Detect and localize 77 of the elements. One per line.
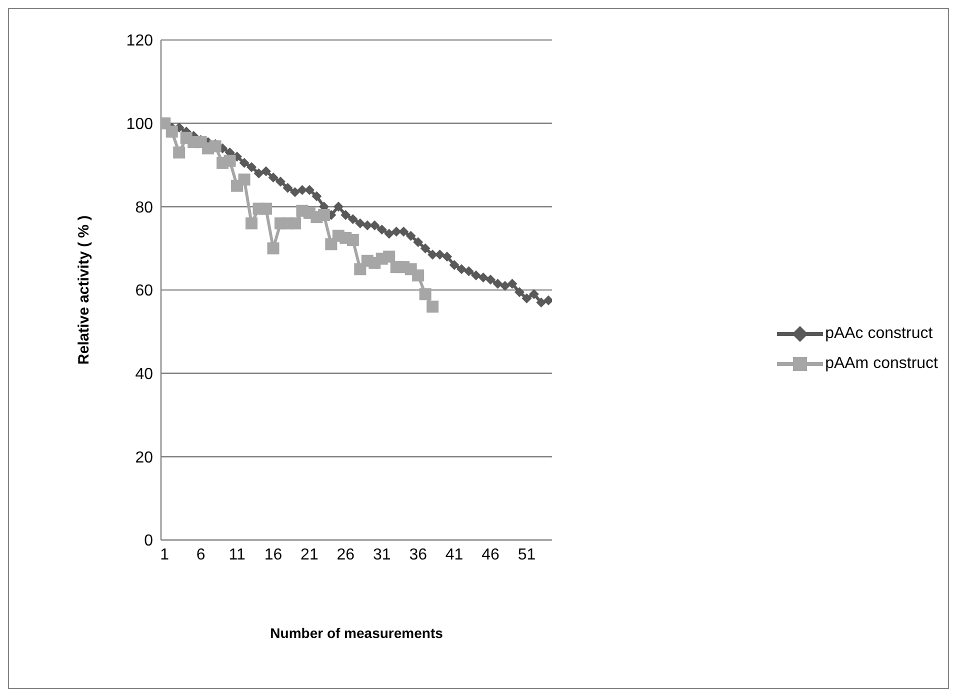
legend-label: pAAm construct <box>825 354 938 372</box>
y-axis-title: Relative activity ( % ) <box>75 215 92 365</box>
point <box>464 266 474 276</box>
point <box>267 242 280 254</box>
point <box>246 217 258 230</box>
point <box>288 217 301 230</box>
point <box>391 226 402 237</box>
point <box>260 202 272 215</box>
point <box>456 264 467 274</box>
x-tick-label: 31 <box>372 546 391 564</box>
y-tick-label: 0 <box>144 532 154 550</box>
point <box>238 174 250 186</box>
point <box>507 278 518 289</box>
x-tick-label: 1 <box>160 546 170 564</box>
point <box>209 140 222 152</box>
y-tick-label: 60 <box>135 282 154 300</box>
point <box>340 210 351 220</box>
point <box>500 280 510 291</box>
legend-label: pAAc construct <box>825 324 933 342</box>
point <box>492 278 503 289</box>
point <box>413 237 424 248</box>
point <box>543 295 552 306</box>
point <box>362 220 372 230</box>
point <box>383 250 396 263</box>
point <box>412 269 424 282</box>
point <box>261 166 272 176</box>
point <box>166 126 178 138</box>
x-axis-title: Number of measurements <box>270 624 444 641</box>
point <box>384 228 394 239</box>
x-tick-label: 51 <box>518 546 536 564</box>
point <box>246 162 257 172</box>
point <box>434 250 445 260</box>
point <box>224 154 236 167</box>
point <box>419 288 432 300</box>
point <box>239 158 250 168</box>
point <box>282 182 293 193</box>
x-tick-label: 16 <box>264 546 282 564</box>
x-tick-label: 21 <box>300 546 318 564</box>
point <box>486 274 496 285</box>
point <box>312 191 322 202</box>
point <box>471 270 482 280</box>
point <box>426 300 439 313</box>
point <box>346 234 359 246</box>
point <box>297 185 308 195</box>
point <box>254 168 264 178</box>
point <box>290 187 300 198</box>
point <box>370 220 380 230</box>
point <box>428 250 438 260</box>
point <box>449 260 460 270</box>
point <box>536 298 546 308</box>
point <box>333 202 344 212</box>
y-tick-label: 120 <box>126 32 154 50</box>
point <box>355 218 366 228</box>
point <box>318 209 330 221</box>
point <box>442 252 452 262</box>
y-tick-label: 80 <box>135 199 154 216</box>
point <box>406 230 416 241</box>
x-tick-label: 36 <box>409 546 428 564</box>
point <box>173 146 186 158</box>
point <box>522 293 532 304</box>
point <box>275 176 286 187</box>
x-tick-label: 6 <box>196 546 206 564</box>
point <box>376 224 387 235</box>
x-tick-label: 11 <box>228 546 246 564</box>
point <box>478 272 488 282</box>
point <box>514 287 524 298</box>
point <box>420 243 430 254</box>
x-tick-label: 41 <box>445 546 464 564</box>
x-tick-label: 46 <box>482 546 500 564</box>
point <box>348 214 358 224</box>
x-tick-label: 26 <box>336 546 355 564</box>
point <box>268 172 278 182</box>
y-tick-label: 40 <box>135 366 154 384</box>
y-tick-label: 20 <box>135 449 154 466</box>
point <box>398 226 409 237</box>
y-tick-label: 100 <box>126 116 154 134</box>
point <box>528 289 539 300</box>
